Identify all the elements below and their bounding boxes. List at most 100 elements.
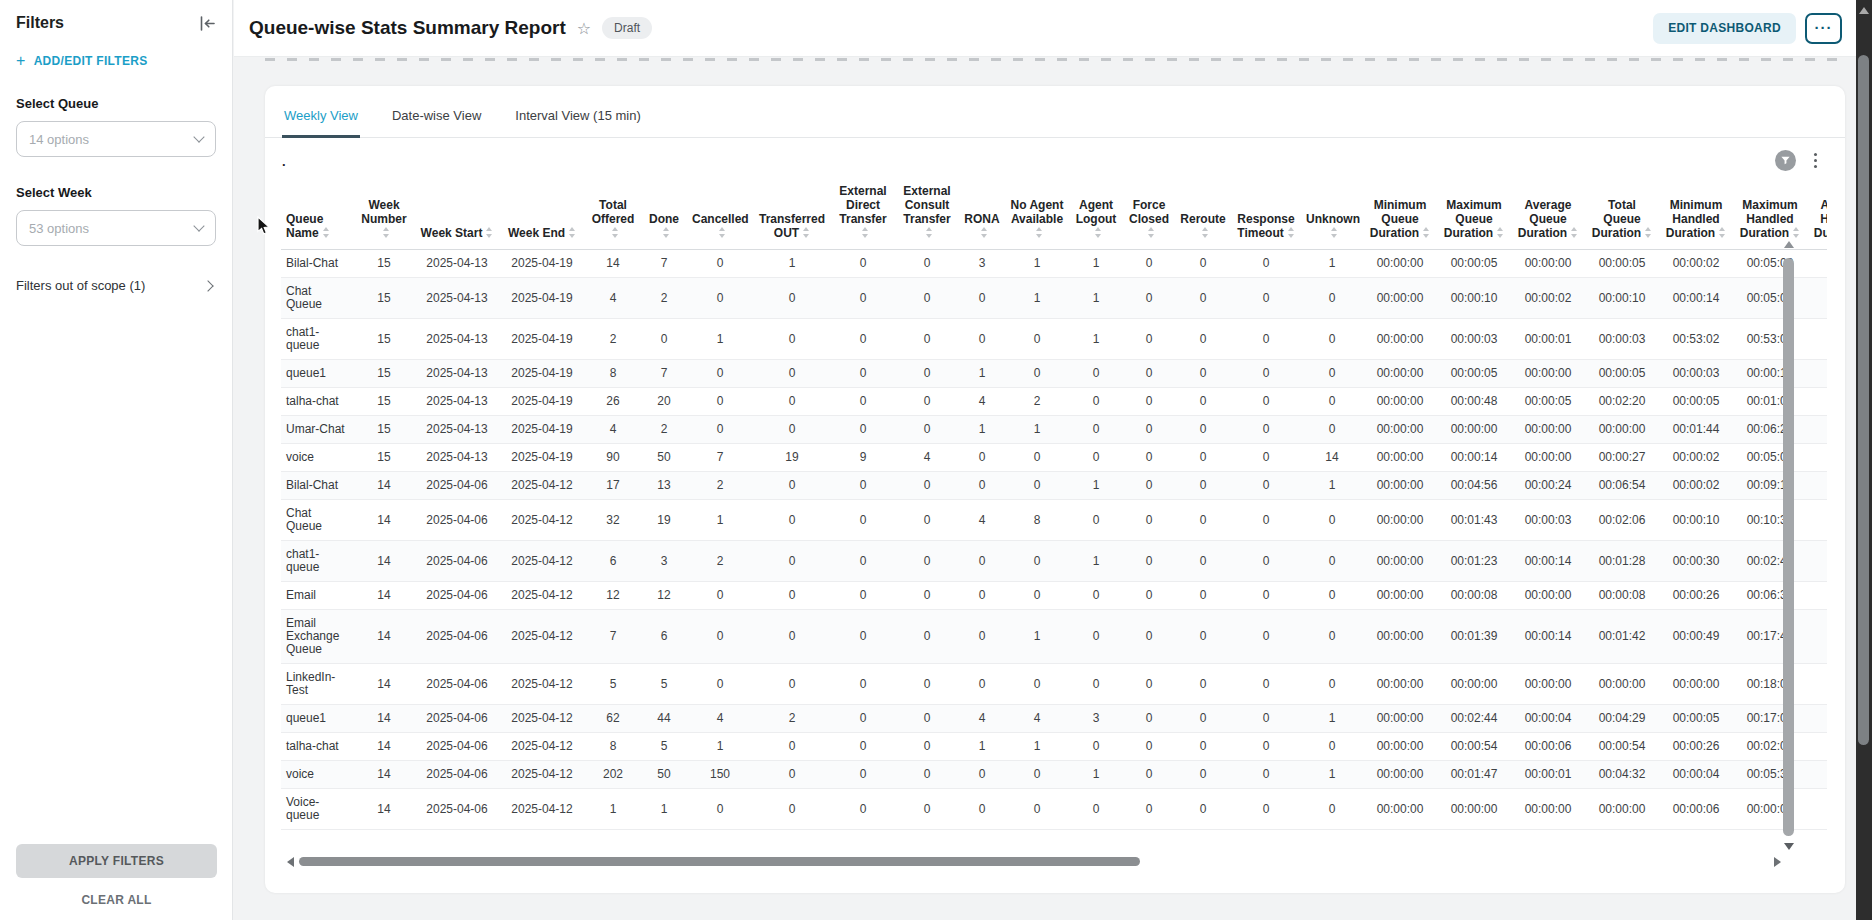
vertical-scrollbar-thumb[interactable]	[1783, 258, 1794, 836]
tab-date-wise-view[interactable]: Date-wise View	[390, 108, 483, 137]
table-cell: 0	[1175, 278, 1231, 319]
horizontal-scrollbar-thumb[interactable]	[299, 857, 1140, 866]
column-header-minimum-queue-duration[interactable]: Minimum Queue Duration	[1363, 180, 1437, 250]
view-tabs: Weekly View Date-wise View Interval View (…	[265, 86, 1845, 138]
column-header-response-timeout[interactable]: Response Timeout	[1231, 180, 1301, 250]
table-cell: 1	[1005, 250, 1069, 278]
ellipsis-icon: ···	[1815, 23, 1833, 33]
table-cell: 7	[687, 444, 753, 472]
scroll-up-icon[interactable]	[1784, 241, 1794, 248]
sort-icon[interactable]	[1202, 227, 1209, 238]
table-cell: 0	[895, 610, 959, 664]
sort-icon[interactable]	[1719, 227, 1726, 238]
column-header-cancelled[interactable]: Cancelled	[687, 180, 753, 250]
column-header-force-closed[interactable]: Force Closed	[1123, 180, 1175, 250]
sort-icon[interactable]	[862, 227, 869, 238]
table-cell: 00:00:00	[1363, 541, 1437, 582]
table-cell: 20	[641, 388, 687, 416]
table-cell: 0	[831, 388, 895, 416]
column-header-week-end[interactable]: Week End	[499, 180, 585, 250]
column-header-agent-logout[interactable]: Agent Logout	[1069, 180, 1123, 250]
scrollbar-up-icon[interactable]	[1859, 7, 1869, 14]
table-row: Umar-Chat152025-04-132025-04-19420000110…	[281, 416, 1827, 444]
column-header-week-number[interactable]: Week Number	[353, 180, 415, 250]
select-week-dropdown[interactable]: 53 options	[16, 210, 216, 246]
kebab-menu-icon[interactable]	[1814, 159, 1817, 162]
scroll-left-icon[interactable]	[287, 857, 294, 867]
tab-interval-view-15-min[interactable]: Interval View (15 min)	[513, 108, 642, 137]
table-cell: 0	[753, 472, 831, 500]
column-header-transferred-out[interactable]: Transferred OUT	[753, 180, 831, 250]
scroll-down-icon[interactable]	[1784, 843, 1794, 850]
column-header-rona[interactable]: RONA	[959, 180, 1005, 250]
column-header-maximum-queue-duration[interactable]: Maximum Queue Duration	[1437, 180, 1511, 250]
filters-out-of-scope-label: Filters out of scope (1)	[16, 278, 145, 293]
table-cell: 2	[687, 541, 753, 582]
sort-icon[interactable]	[1423, 227, 1430, 238]
more-options-button[interactable]: ···	[1805, 13, 1842, 44]
column-header-external-consult-transfer[interactable]: External Consult Transfer	[895, 180, 959, 250]
sort-icon[interactable]	[1288, 227, 1295, 238]
table-cell: 8	[585, 360, 641, 388]
column-header-average-queue-duration[interactable]: Average Queue Duration	[1511, 180, 1585, 250]
table-cell: 00:00:03	[1437, 319, 1511, 360]
sort-icon[interactable]	[569, 227, 576, 238]
table-cell: 00:00:00	[1511, 444, 1585, 472]
sort-icon[interactable]	[486, 227, 493, 238]
table-cell: 00:0	[1807, 705, 1827, 733]
column-header-queue-name[interactable]: Queue Name	[281, 180, 353, 250]
sort-icon[interactable]	[719, 227, 726, 238]
sort-icon[interactable]	[1645, 227, 1652, 238]
select-queue-dropdown[interactable]: 14 options	[16, 121, 216, 157]
column-header-total-offered[interactable]: Total Offered	[585, 180, 641, 250]
window-scrollbar-thumb[interactable]	[1858, 55, 1869, 745]
sort-icon[interactable]	[323, 227, 330, 238]
scroll-right-icon[interactable]	[1774, 857, 1781, 867]
sort-icon[interactable]	[1497, 227, 1504, 238]
column-header-unknown[interactable]: Unknown	[1301, 180, 1363, 250]
column-header-done[interactable]: Done	[641, 180, 687, 250]
table-cell: 00:00:14	[1437, 444, 1511, 472]
table-cell: 0	[1301, 319, 1363, 360]
table-cell: 00:00:08	[1585, 582, 1659, 610]
star-icon[interactable]: ☆	[577, 19, 591, 38]
apply-filters-button[interactable]: APPLY FILTERS	[16, 844, 217, 878]
sort-icon[interactable]	[612, 227, 619, 238]
clear-all-button[interactable]: CLEAR ALL	[0, 893, 233, 907]
collapse-sidebar-icon[interactable]	[199, 15, 216, 32]
table-cell: 00:02:44	[1437, 705, 1511, 733]
column-header-total-queue-duration[interactable]: Total Queue Duration	[1585, 180, 1659, 250]
table-cell: 0	[753, 278, 831, 319]
filters-out-of-scope[interactable]: Filters out of scope (1)	[16, 278, 216, 293]
column-header-minimum-handled-duration[interactable]: Minimum Handled Duration	[1659, 180, 1733, 250]
table-cell: 0	[1231, 472, 1301, 500]
sort-icon[interactable]	[1331, 227, 1338, 238]
sort-icon[interactable]	[803, 227, 810, 238]
sort-icon[interactable]	[1095, 227, 1102, 238]
column-header-reroute[interactable]: Reroute	[1175, 180, 1231, 250]
column-header-average-handled-duration[interactable]: Average Handled Duration	[1807, 180, 1827, 250]
sort-icon[interactable]	[926, 227, 933, 238]
table-cell: 0	[1005, 444, 1069, 472]
sort-icon[interactable]	[1571, 227, 1578, 238]
tab-weekly-view[interactable]: Weekly View	[282, 108, 360, 137]
table-cell: 15	[353, 250, 415, 278]
edit-dashboard-button[interactable]: EDIT DASHBOARD	[1653, 13, 1796, 44]
sort-icon[interactable]	[663, 227, 670, 238]
column-header-no-agent-available[interactable]: No Agent Available	[1005, 180, 1069, 250]
table-cell: 7	[641, 360, 687, 388]
table-cell: 0	[831, 705, 895, 733]
table-cell: 1	[959, 733, 1005, 761]
sort-icon[interactable]	[1148, 227, 1155, 238]
add-edit-filters-button[interactable]: + ADD/EDIT FILTERS	[16, 54, 216, 68]
filter-icon[interactable]	[1775, 150, 1796, 171]
column-header-week-start[interactable]: Week Start	[415, 180, 499, 250]
column-header-maximum-handled-duration[interactable]: Maximum Handled Duration	[1733, 180, 1807, 250]
sort-icon[interactable]	[383, 227, 390, 238]
sort-icon[interactable]	[1036, 227, 1043, 238]
column-header-external-direct-transfer[interactable]: External Direct Transfer	[831, 180, 895, 250]
sort-icon[interactable]	[1793, 227, 1800, 238]
table-cell: 2025-04-12	[499, 705, 585, 733]
tab-label: Weekly View	[284, 108, 358, 123]
sort-icon[interactable]	[981, 227, 988, 238]
